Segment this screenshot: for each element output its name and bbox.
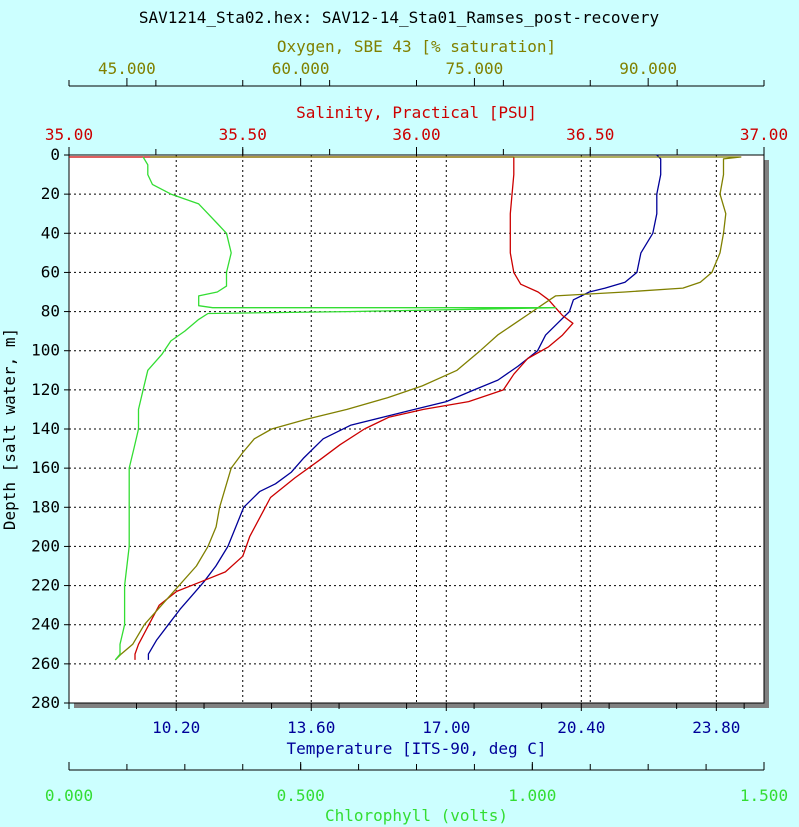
salinity-axis-label: Salinity, Practical [PSU] xyxy=(296,103,537,122)
oxygen-tick-label: 60.000 xyxy=(272,59,330,78)
chlorophyll-tick-label: 0.000 xyxy=(45,786,93,805)
oxygen-axis-label: Oxygen, SBE 43 [% saturation] xyxy=(277,37,556,56)
oxygen-tick-label: 75.000 xyxy=(446,59,504,78)
depth-tick-label: 160 xyxy=(31,458,60,477)
salinity-tick-label: 35.00 xyxy=(45,125,93,144)
depth-tick-label: 80 xyxy=(41,302,60,321)
chlorophyll-axis-label: Chlorophyll (volts) xyxy=(325,806,508,825)
temperature-tick-label: 13.60 xyxy=(287,718,335,737)
temperature-tick-label: 17.00 xyxy=(422,718,470,737)
depth-tick-label: 120 xyxy=(31,380,60,399)
temperature-tick-label: 10.20 xyxy=(152,718,200,737)
temperature-axis-label: Temperature [ITS-90, deg C] xyxy=(286,739,546,758)
series-line-temperature xyxy=(147,154,662,660)
series-line-oxygen xyxy=(114,156,742,661)
depth-tick-label: 40 xyxy=(41,223,60,242)
series-line-salinity xyxy=(69,156,574,660)
depth-axis-label: Depth [salt water, m] xyxy=(0,328,19,530)
depth-tick-label: 140 xyxy=(31,419,60,438)
chlorophyll-tick-label: 1.000 xyxy=(508,786,556,805)
salinity-tick-label: 37.00 xyxy=(740,125,788,144)
chart-title: SAV1214_Sta02.hex: SAV12-14_Sta01_Ramses… xyxy=(139,8,660,27)
depth-tick-label: 60 xyxy=(41,262,60,281)
temperature-tick-label: 20.40 xyxy=(557,718,605,737)
salinity-tick-label: 36.50 xyxy=(566,125,614,144)
series-line-chlorophyll xyxy=(114,156,557,661)
depth-tick-label: 240 xyxy=(31,615,60,634)
oxygen-tick-label: 45.000 xyxy=(98,59,156,78)
depth-tick-label: 0 xyxy=(50,145,60,164)
salinity-tick-label: 35.50 xyxy=(219,125,267,144)
depth-tick-label: 200 xyxy=(31,536,60,555)
chlorophyll-tick-label: 0.500 xyxy=(277,786,325,805)
depth-tick-label: 20 xyxy=(41,184,60,203)
depth-tick-label: 260 xyxy=(31,654,60,673)
depth-tick-label: 220 xyxy=(31,576,60,595)
chlorophyll-tick-label: 1.500 xyxy=(740,786,788,805)
depth-tick-label: 280 xyxy=(31,693,60,712)
oxygen-tick-label: 90.000 xyxy=(619,59,677,78)
depth-tick-label: 180 xyxy=(31,497,60,516)
salinity-tick-label: 36.00 xyxy=(392,125,440,144)
depth-tick-label: 100 xyxy=(31,341,60,360)
temperature-tick-label: 23.80 xyxy=(692,718,740,737)
